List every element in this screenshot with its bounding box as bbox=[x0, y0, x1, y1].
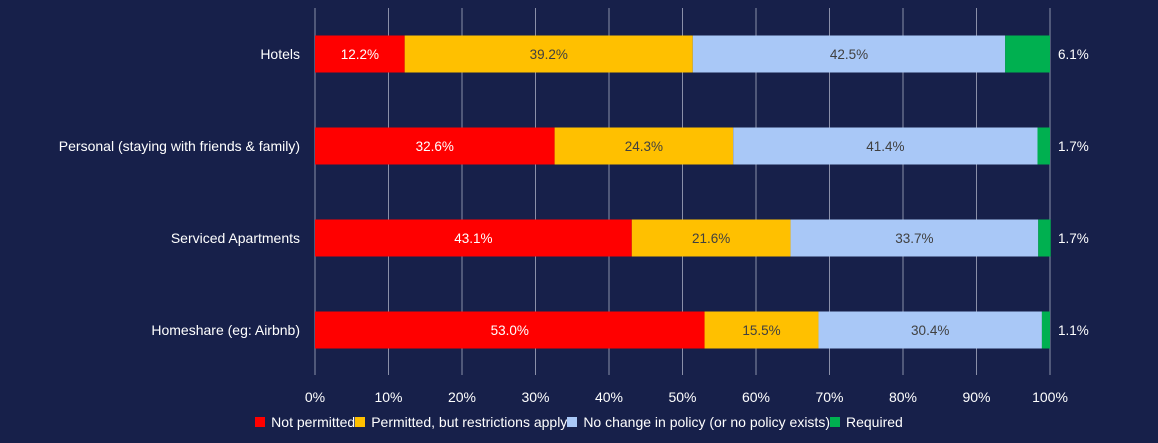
legend-item: Required bbox=[829, 414, 903, 430]
data-label: 53.0% bbox=[491, 323, 529, 338]
data-label: 21.6% bbox=[692, 231, 730, 246]
bar-segment bbox=[1005, 35, 1050, 73]
bar-segment bbox=[315, 35, 405, 73]
x-tick-label: 10% bbox=[374, 389, 402, 405]
category-label: Hotels bbox=[260, 46, 300, 62]
bar-segment bbox=[692, 35, 1006, 73]
data-label: 15.5% bbox=[742, 323, 780, 338]
bar-segment bbox=[631, 219, 791, 257]
x-tick-label: 80% bbox=[889, 389, 917, 405]
bar-segment bbox=[404, 35, 693, 73]
legend-swatch bbox=[567, 417, 578, 427]
category-label: Personal (staying with friends & family) bbox=[59, 138, 300, 154]
legend-swatch bbox=[255, 417, 266, 427]
bar-segment bbox=[790, 219, 1039, 257]
bar-segment bbox=[1038, 219, 1051, 257]
data-label: 24.3% bbox=[625, 139, 663, 154]
x-tick-label: 100% bbox=[1032, 389, 1068, 405]
bar-segment bbox=[1041, 311, 1050, 349]
legend-label: Permitted, but restrictions apply bbox=[371, 414, 568, 430]
data-label: 42.5% bbox=[830, 47, 868, 62]
data-label: 30.4% bbox=[911, 323, 949, 338]
legend-item: No change in policy (or no policy exists… bbox=[567, 414, 830, 430]
legend-item: Permitted, but restrictions apply bbox=[355, 414, 567, 430]
data-label: 43.1% bbox=[454, 231, 492, 246]
data-label: 41.4% bbox=[866, 139, 904, 154]
legend-swatch bbox=[829, 417, 840, 427]
bar-segment bbox=[818, 311, 1042, 349]
stacked-bar-chart: 0% 10% 20% 30% 40% 50% 60% 70% 80% 90% 100% Hotels 1… bbox=[59, 8, 1089, 405]
legend-item: Not permitted bbox=[255, 414, 355, 430]
x-tick-label: 30% bbox=[521, 389, 549, 405]
x-tick-label: 20% bbox=[448, 389, 476, 405]
bar-segment bbox=[1037, 127, 1050, 165]
x-tick-label: 60% bbox=[742, 389, 770, 405]
data-label: 39.2% bbox=[530, 47, 568, 62]
bar-segment bbox=[315, 127, 555, 165]
bar-segment bbox=[733, 127, 1038, 165]
x-tick-label: 50% bbox=[668, 389, 696, 405]
legend-label: Required bbox=[845, 414, 903, 430]
data-label: 1.7% bbox=[1058, 139, 1089, 154]
bar-segment bbox=[315, 311, 705, 349]
data-label: 1.1% bbox=[1058, 323, 1089, 338]
x-tick-label: 90% bbox=[962, 389, 990, 405]
x-tick-label: 40% bbox=[595, 389, 623, 405]
legend: Not permitted Permitted, but restrictions… bbox=[0, 414, 1158, 430]
data-label: 12.2% bbox=[341, 47, 379, 62]
data-label: 1.7% bbox=[1058, 231, 1089, 246]
legend-label: No change in policy (or no policy exists… bbox=[583, 414, 830, 430]
x-tick-label: 0% bbox=[305, 389, 325, 405]
category-label: Homeshare (eg: Airbnb) bbox=[151, 322, 300, 338]
data-label: 32.6% bbox=[416, 139, 454, 154]
bar-segment bbox=[704, 311, 819, 349]
data-label: 6.1% bbox=[1058, 47, 1089, 62]
data-label: 33.7% bbox=[895, 231, 933, 246]
legend-label: Not permitted bbox=[271, 414, 356, 430]
x-tick-label: 70% bbox=[815, 389, 843, 405]
bar-segment bbox=[554, 127, 734, 165]
category-label: Serviced Apartments bbox=[171, 230, 300, 246]
bar-segment bbox=[315, 219, 632, 257]
legend-swatch bbox=[355, 417, 366, 427]
